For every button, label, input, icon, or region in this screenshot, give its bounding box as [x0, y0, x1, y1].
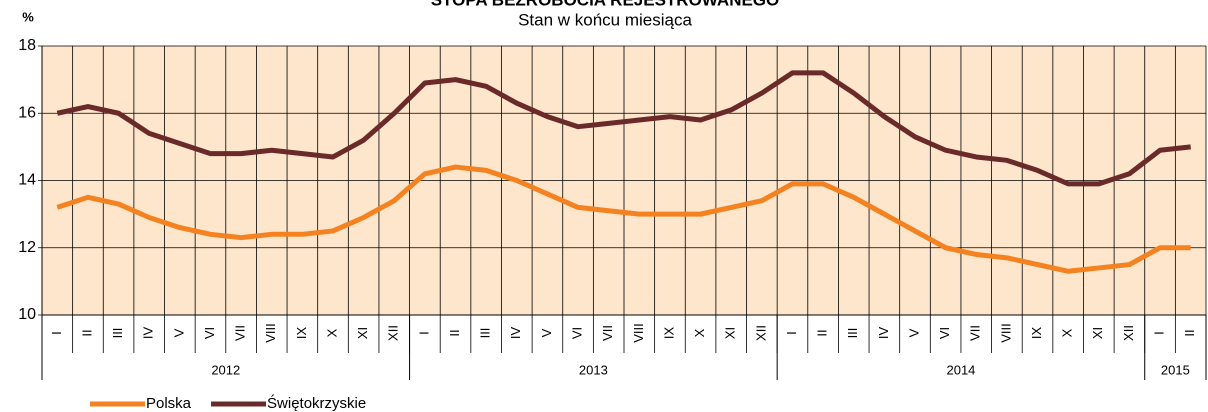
x-tick-label: II [1182, 329, 1197, 336]
x-tick-label: IV [141, 327, 156, 340]
x-tick-label: XII [753, 325, 768, 341]
x-tick-label: X [692, 328, 707, 337]
chart-subtitle: Stan w końcu miesiąca [518, 10, 692, 29]
x-tick-label: IV [876, 327, 891, 340]
x-tick-label: I [49, 331, 64, 335]
x-tick-label: II [79, 329, 94, 336]
y-tick-label: 10 [18, 306, 36, 323]
x-tick-label: XI [355, 327, 370, 339]
x-tick-label: X [324, 328, 339, 337]
x-tick-label: IV [508, 327, 523, 340]
x-tick-label: XI [1090, 327, 1105, 339]
x-tick-label: VI [937, 327, 952, 339]
y-tick-label: 16 [18, 104, 36, 121]
x-tick-label: VII [968, 325, 983, 341]
x-tick-label: III [110, 328, 125, 339]
x-tick-label: XII [1121, 325, 1136, 341]
y-tick-label: 14 [18, 172, 36, 189]
series-line [56, 164, 1191, 274]
y-tick-label: 12 [18, 239, 36, 256]
x-tick-label: XII [386, 325, 401, 341]
x-tick-label: VIII [263, 323, 278, 343]
x-tick-label: I [1151, 331, 1166, 335]
series-line [56, 70, 1191, 187]
x-tick-label: V [171, 328, 186, 337]
x-tick-label: VI [202, 327, 217, 339]
year-label: 2014 [946, 362, 975, 377]
legend-label: Polska [146, 395, 192, 412]
y-tick-label: 18 [18, 37, 36, 54]
x-tick-label: III [478, 328, 493, 339]
x-tick-label: II [815, 329, 830, 336]
x-tick-label: VI [569, 327, 584, 339]
x-tick-label: XI [723, 327, 738, 339]
year-label: 2015 [1161, 362, 1190, 377]
x-tick-label: IX [294, 327, 309, 340]
year-label: 2012 [211, 362, 240, 377]
x-tick-label: V [906, 328, 921, 337]
x-tick-label: VIII [631, 323, 646, 343]
x-tick-label: I [784, 331, 799, 335]
x-tick-label: X [1060, 328, 1075, 337]
x-tick-label: I [416, 331, 431, 335]
x-tick-label: IX [1029, 327, 1044, 340]
x-tick-label: VII [233, 325, 248, 341]
x-tick-label: IX [661, 327, 676, 340]
y-axis-label: % [22, 9, 34, 24]
x-tick-label: VII [600, 325, 615, 341]
chart-title: STOPA BEZROBOCIA REJESTROWANEGO [431, 0, 780, 9]
x-tick-label: II [447, 329, 462, 336]
x-tick-label: III [845, 328, 860, 339]
year-label: 2013 [579, 362, 608, 377]
x-tick-label: VIII [998, 323, 1013, 343]
x-tick-label: V [539, 328, 554, 337]
legend-label: Świętokrzyskie [267, 394, 366, 412]
